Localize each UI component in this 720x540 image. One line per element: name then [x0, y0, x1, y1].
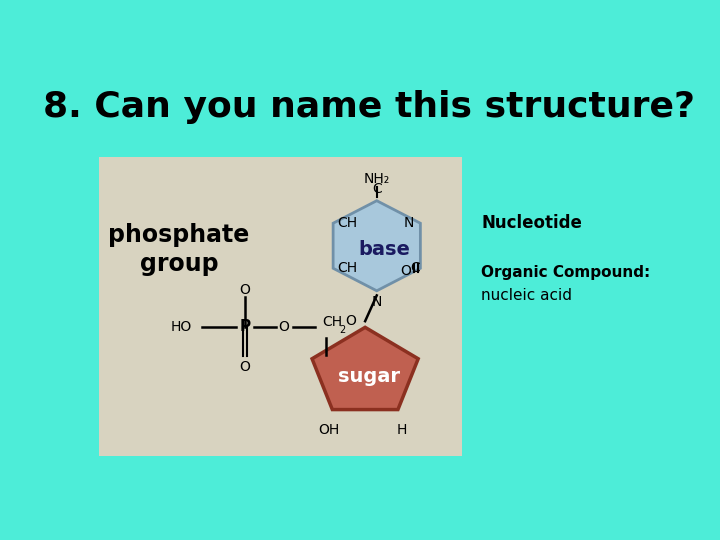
Text: CH: CH: [337, 261, 357, 275]
Text: base: base: [359, 240, 410, 259]
Text: N: N: [372, 295, 382, 309]
Polygon shape: [333, 201, 420, 291]
Text: OH: OH: [318, 423, 339, 437]
Text: HO: HO: [171, 320, 192, 334]
Text: C: C: [372, 182, 382, 196]
Text: O: O: [400, 265, 411, 278]
Text: sugar: sugar: [338, 367, 400, 386]
Polygon shape: [312, 327, 418, 409]
Text: H: H: [397, 423, 407, 437]
Text: O: O: [346, 314, 356, 328]
Text: nucleic acid: nucleic acid: [482, 288, 572, 303]
Text: 8. Can you name this structure?: 8. Can you name this structure?: [43, 90, 695, 124]
Bar: [99, 157, 462, 456]
Text: O: O: [240, 360, 251, 374]
Text: CH: CH: [323, 315, 343, 329]
Text: Organic Compound:: Organic Compound:: [482, 265, 651, 280]
Text: C: C: [410, 261, 420, 275]
Text: CH: CH: [337, 216, 357, 230]
Text: phosphate
group: phosphate group: [109, 222, 250, 276]
Text: 2: 2: [340, 325, 346, 335]
Text: NH₂: NH₂: [364, 172, 390, 186]
Text: Nucleotide: Nucleotide: [482, 214, 582, 232]
Text: P: P: [240, 319, 251, 334]
Text: N: N: [404, 216, 414, 230]
Text: O: O: [240, 282, 251, 296]
Text: O: O: [279, 320, 289, 334]
